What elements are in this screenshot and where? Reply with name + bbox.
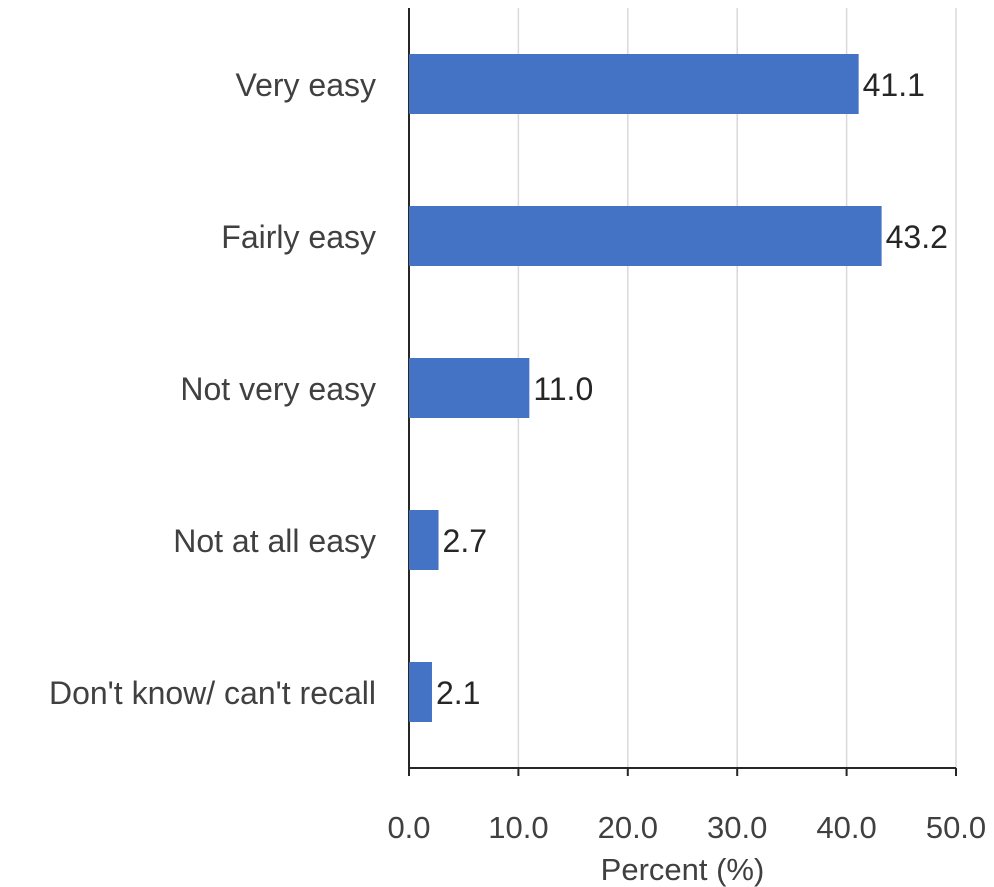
x-tick-label: 0.0 [387, 810, 430, 845]
category-label: Not at all easy [173, 523, 376, 559]
category-label: Not very easy [180, 371, 376, 407]
data-label: 11.0 [533, 371, 593, 407]
x-tick-label: 50.0 [926, 810, 986, 845]
bars [409, 54, 882, 722]
bar [409, 510, 439, 570]
category-label: Fairly easy [221, 219, 376, 255]
data-label: 43.2 [886, 219, 948, 255]
bar [409, 662, 432, 722]
bar [409, 358, 530, 418]
x-tick-label: 30.0 [707, 810, 767, 845]
bar [409, 54, 859, 114]
x-axis-ticks: 0.0 10.0 20.0 30.0 40.0 50.0 [387, 768, 986, 845]
data-label: 2.1 [436, 675, 480, 711]
category-labels: Very easy Fairly easy Not very easy Not at … [49, 67, 376, 711]
bar [409, 206, 882, 266]
x-tick-label: 20.0 [598, 810, 658, 845]
data-label: 2.7 [443, 523, 487, 559]
x-tick-label: 10.0 [488, 810, 548, 845]
x-axis-title: Percent (%) [601, 852, 765, 887]
data-label: 41.1 [863, 67, 925, 103]
category-label: Don't know/ can't recall [49, 675, 376, 711]
category-label: Very easy [235, 67, 376, 103]
data-labels: 41.1 43.2 11.0 2.7 2.1 [436, 67, 948, 711]
x-tick-label: 40.0 [816, 810, 876, 845]
